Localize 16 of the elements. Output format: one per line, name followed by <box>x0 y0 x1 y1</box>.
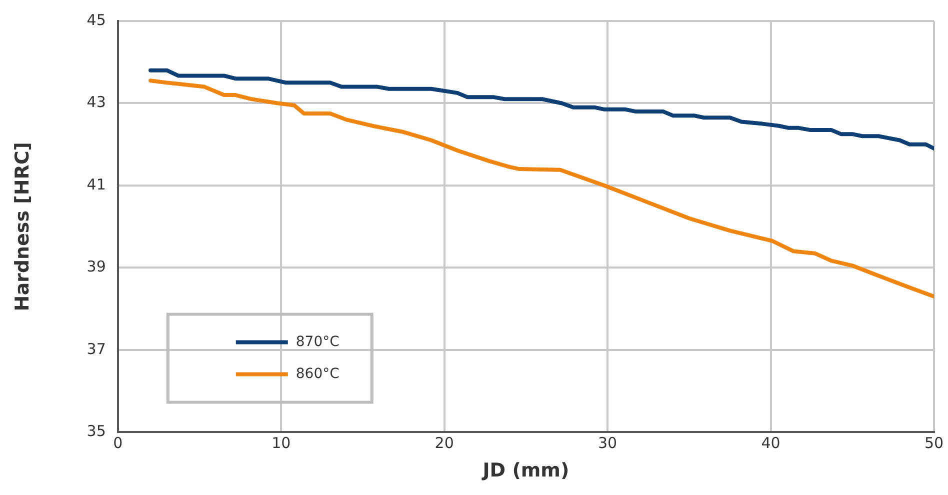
legend-label: 870°C <box>296 334 340 350</box>
y-tick-label: 41 <box>86 175 106 194</box>
legend-label: 860°C <box>296 366 340 382</box>
x-tick-label: 20 <box>434 434 454 452</box>
y-axis-title: Hardness [HRC] <box>11 142 34 312</box>
x-axis-title: JD (mm) <box>480 460 570 482</box>
y-tick-label: 45 <box>86 10 106 29</box>
x-tick-label: 10 <box>272 434 291 452</box>
y-tick-label: 39 <box>86 258 106 276</box>
x-tick-label: 50 <box>924 434 944 452</box>
x-tick-label: 0 <box>113 434 123 452</box>
y-tick-label: 43 <box>86 93 106 112</box>
y-tick-label: 35 <box>86 422 106 440</box>
x-tick-label: 40 <box>761 434 780 452</box>
y-tick-label: 37 <box>86 340 106 358</box>
x-tick-label: 30 <box>598 434 618 452</box>
